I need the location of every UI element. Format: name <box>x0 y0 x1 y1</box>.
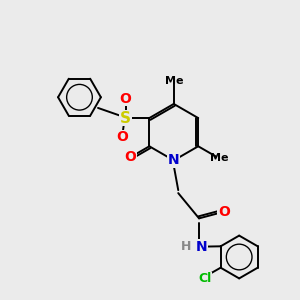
Text: Cl: Cl <box>199 272 212 286</box>
Text: O: O <box>120 92 131 106</box>
Text: H: H <box>182 240 192 253</box>
Text: O: O <box>218 205 230 219</box>
Text: N: N <box>168 153 180 167</box>
Text: O: O <box>117 130 128 144</box>
Text: N: N <box>196 240 207 254</box>
Text: S: S <box>120 110 131 125</box>
Text: O: O <box>124 150 136 164</box>
Text: Me: Me <box>164 76 183 86</box>
Text: Me: Me <box>210 153 229 163</box>
